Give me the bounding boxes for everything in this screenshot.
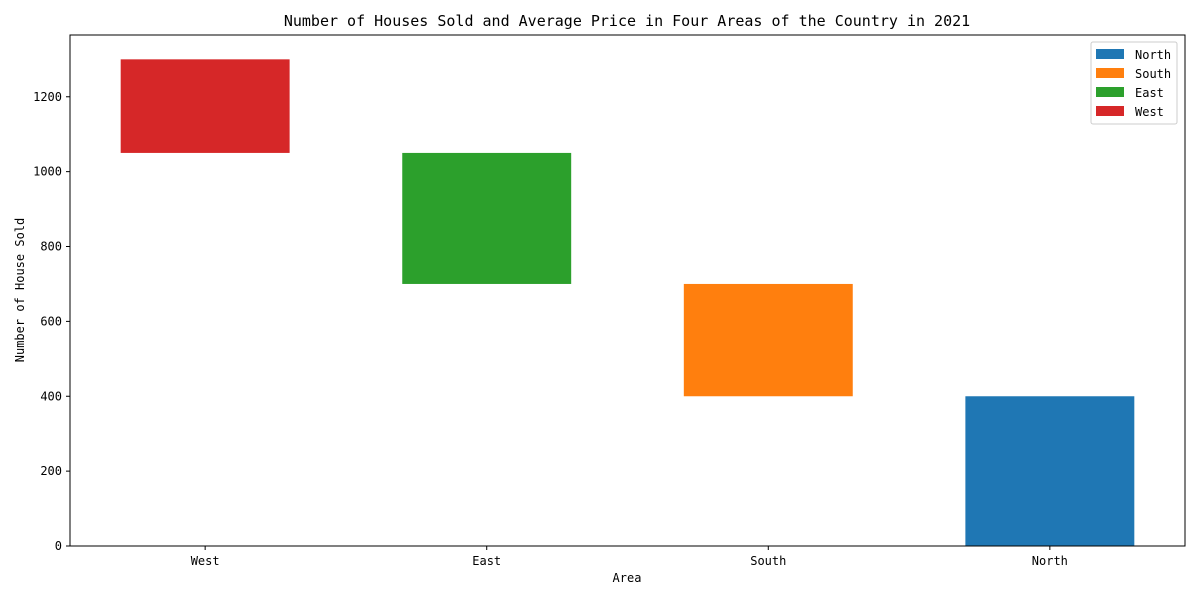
legend-label-west: West [1135, 105, 1164, 119]
x-tick-label-east: East [472, 554, 501, 568]
legend-swatch-east [1096, 87, 1124, 97]
legend-swatch-south [1096, 68, 1124, 78]
y-tick-label: 600 [40, 314, 62, 328]
y-tick-label: 400 [40, 389, 62, 403]
bar-west [121, 59, 290, 153]
legend-label-east: East [1135, 86, 1164, 100]
legend-swatch-north [1096, 49, 1124, 59]
y-tick-label: 1200 [33, 90, 62, 104]
x-tick-label-north: North [1032, 554, 1068, 568]
y-tick-label: 200 [40, 464, 62, 478]
y-tick-label: 0 [55, 539, 62, 553]
y-tick-label: 800 [40, 240, 62, 254]
chart-title: Number of Houses Sold and Average Price … [284, 12, 970, 30]
y-axis-label: Number of House Sold [13, 218, 27, 363]
bar-north [965, 396, 1134, 546]
y-tick-label: 1000 [33, 165, 62, 179]
bar-east [402, 153, 571, 284]
bar-south [684, 284, 853, 396]
legend: North South East West [1091, 42, 1177, 124]
legend-label-south: South [1135, 67, 1171, 81]
x-axis-label: Area [613, 571, 642, 585]
legend-label-north: North [1135, 48, 1171, 62]
legend-swatch-west [1096, 106, 1124, 116]
x-tick-label-south: South [750, 554, 786, 568]
x-tick-label-west: West [191, 554, 220, 568]
